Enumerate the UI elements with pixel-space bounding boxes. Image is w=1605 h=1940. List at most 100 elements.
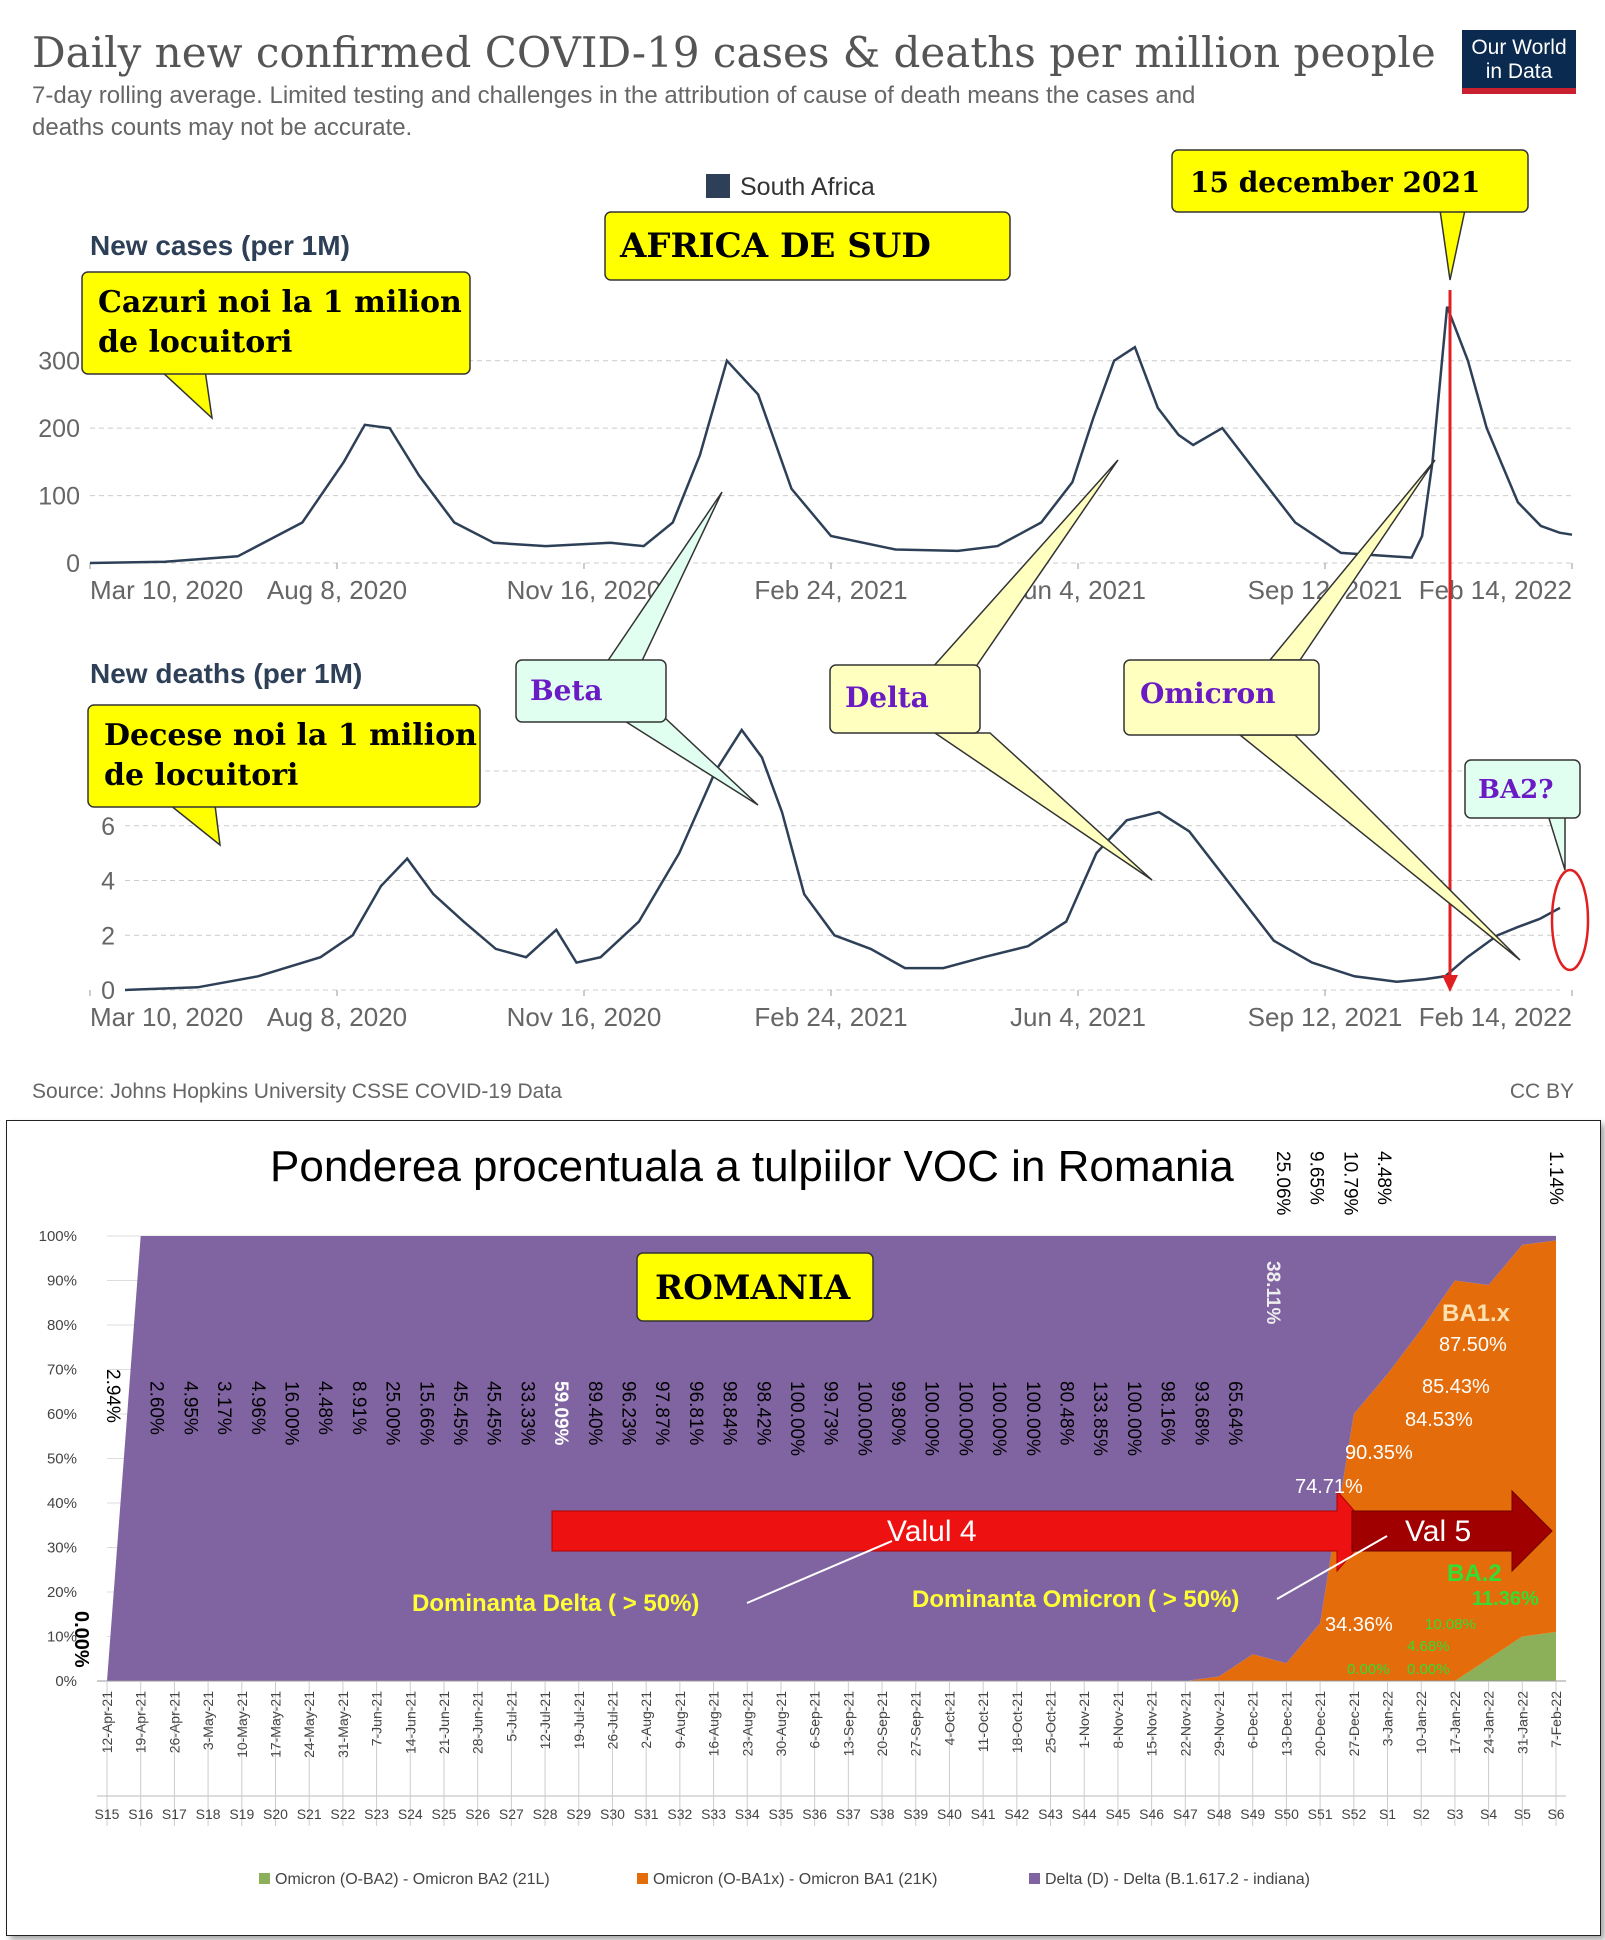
ro-x-tick-42: 31-Jan-22 bbox=[1514, 1691, 1530, 1754]
ro-week-21: S36 bbox=[802, 1806, 827, 1822]
ro-x-tick-34: 6-Dec-21 bbox=[1245, 1691, 1261, 1749]
romania-chart-title: Ponderea procentuala a tulpiilor VOC in … bbox=[270, 1142, 1234, 1191]
ro-x-tick-6: 24-May-21 bbox=[301, 1691, 317, 1758]
legend-ba2-swatch bbox=[259, 1873, 270, 1884]
ro-week-6: S21 bbox=[297, 1806, 322, 1822]
ro-week-22: S37 bbox=[836, 1806, 861, 1822]
beta-label: Beta bbox=[530, 674, 603, 707]
omicron-pct-6: 34.36% bbox=[1325, 1614, 1393, 1636]
cases-callout-line1: Cazuri noi la 1 milion bbox=[98, 285, 462, 320]
romania-column-labels: 2.94% 2.60% 4.95% 3.17% 4.96% 16.00% 4.48% 8.91… bbox=[102, 1151, 1566, 1456]
beta-tail-down bbox=[617, 717, 759, 806]
delta-tail-up bbox=[930, 459, 1119, 669]
ro-x-tick-21: 6-Sep-21 bbox=[807, 1691, 823, 1749]
ro-week-25: S40 bbox=[937, 1806, 962, 1822]
ro-col-label-19: 98.42% bbox=[752, 1381, 773, 1446]
ro-week-12: S27 bbox=[499, 1806, 524, 1822]
val5-arrow bbox=[1351, 1489, 1553, 1573]
cases-y-tick-0: 0 bbox=[66, 550, 80, 578]
ro-week-34: S49 bbox=[1240, 1806, 1265, 1822]
omicron-tail-up bbox=[1268, 459, 1436, 661]
ro-x-tick-41: 24-Jan-22 bbox=[1481, 1691, 1497, 1754]
deaths-x-tick-6: Feb 14, 2022 bbox=[1419, 1002, 1572, 1032]
ro-week-19: S34 bbox=[735, 1806, 760, 1822]
ro-col-label-14: 89.40% bbox=[584, 1381, 605, 1446]
ro-col-label-38: 4.48% bbox=[1373, 1151, 1394, 1205]
ro-y-tick-6: 60% bbox=[47, 1406, 77, 1423]
ro-week-7: S22 bbox=[330, 1806, 355, 1822]
ro-x-tick-36: 20-Dec-21 bbox=[1312, 1691, 1328, 1757]
ro-x-tick-15: 26-Jul-21 bbox=[604, 1691, 620, 1750]
cases-x-tick-2: Nov 16, 2020 bbox=[507, 575, 662, 605]
africa-de-sud-box bbox=[604, 211, 1011, 281]
omicron-box bbox=[1123, 659, 1320, 736]
ba2-pct-2: 10.08% bbox=[1425, 1616, 1476, 1633]
omicron-label: Omicron bbox=[1140, 677, 1276, 710]
deaths-x-ticks: Mar 10, 2020 Aug 8, 2020 Nov 16, 2020 Feb 2… bbox=[89, 990, 1573, 1032]
chart-title: Daily new confirmed COVID-19 cases & dea… bbox=[32, 28, 1436, 77]
ro-x-tick-18: 16-Aug-21 bbox=[706, 1691, 722, 1757]
ba2-pct-1: 11.36% bbox=[1472, 1588, 1539, 1610]
ro-x-tick-9: 14-Jun-21 bbox=[402, 1691, 418, 1754]
deaths-x-tick-0: Mar 10, 2020 bbox=[90, 1002, 243, 1032]
ro-x-tick-26: 11-Oct-21 bbox=[975, 1691, 991, 1752]
ro-col-label-39: 1.14% bbox=[1545, 1151, 1566, 1205]
valul4-label: Valul 4 bbox=[887, 1515, 977, 1548]
ro-x-tick-2: 26-Apr-21 bbox=[166, 1691, 182, 1753]
ro-week-0: S15 bbox=[95, 1806, 120, 1822]
ro-col-label-7: 8.91% bbox=[348, 1381, 369, 1435]
ro-week-16: S31 bbox=[634, 1806, 659, 1822]
ro-col-label-24: 100.00% bbox=[921, 1381, 942, 1456]
ro-week-1: S16 bbox=[128, 1806, 153, 1822]
ro-week-20: S35 bbox=[768, 1806, 793, 1822]
ro-col-label-18: 98.84% bbox=[719, 1381, 740, 1446]
romania-stacked-areas bbox=[107, 1236, 1556, 1681]
ro-col-label-28: 80.48% bbox=[1056, 1381, 1077, 1446]
cases-y-tick-1: 100 bbox=[38, 483, 80, 511]
ro-col-label-27: 100.00% bbox=[1022, 1381, 1043, 1456]
deaths-chart-title: New deaths (per 1M) bbox=[90, 658, 362, 689]
deaths-callout-tail bbox=[167, 804, 221, 847]
omicron-pct-3: 84.53% bbox=[1405, 1409, 1473, 1431]
ro-x-tick-0: 12-Apr-21 bbox=[99, 1691, 115, 1753]
ro-col-label-37: 10.79% bbox=[1339, 1151, 1360, 1216]
ro-col-label-32: 93.68% bbox=[1190, 1381, 1211, 1446]
val5-label: Val 5 bbox=[1405, 1515, 1471, 1548]
ba2-area-label: BA.2 bbox=[1447, 1560, 1502, 1587]
omicron-pct-4: 90.35% bbox=[1345, 1442, 1413, 1464]
ro-week-5: S20 bbox=[263, 1806, 288, 1822]
deaths-y-tick-2: 4 bbox=[101, 868, 115, 896]
ro-x-tick-23: 20-Sep-21 bbox=[874, 1691, 890, 1757]
deaths-x-tick-1: Aug 8, 2020 bbox=[267, 1002, 407, 1032]
romania-y-ticks: 0% 10% 20% 30% 40% 50% 60% 70% 80% 90% 100% bbox=[39, 1228, 77, 1690]
deaths-y-tick-1: 2 bbox=[101, 922, 115, 950]
ro-col-label-9: 15.66% bbox=[415, 1381, 436, 1446]
ba2-tail bbox=[1546, 814, 1566, 871]
ro-x-tick-25: 4-Oct-21 bbox=[941, 1691, 957, 1746]
ro-x-tick-38: 3-Jan-22 bbox=[1380, 1691, 1396, 1746]
legend-label: South Africa bbox=[740, 173, 875, 201]
ro-y-tick-0: 0% bbox=[55, 1673, 77, 1690]
cases-x-tick-0: Mar 10, 2020 bbox=[90, 575, 243, 605]
ro-x-tick-7: 31-May-21 bbox=[335, 1691, 351, 1758]
deaths-y-tick-3: 6 bbox=[101, 813, 115, 841]
ro-x-tick-32: 22-Nov-21 bbox=[1177, 1691, 1193, 1757]
cases-y-ticks: 0 100 200 300 bbox=[38, 348, 80, 578]
ro-week-36: S51 bbox=[1308, 1806, 1333, 1822]
ro-col-label-12: 33.33% bbox=[516, 1381, 537, 1446]
ro-x-tick-39: 10-Jan-22 bbox=[1413, 1691, 1429, 1754]
romania-x-ticks: 12-Apr-21 S15 19-Apr-21 S16 26-Apr-21 S17 3-Ma… bbox=[95, 1680, 1566, 1826]
ro-week-24: S39 bbox=[903, 1806, 928, 1822]
ro-col-label-20: 100.00% bbox=[786, 1381, 807, 1456]
ro-x-tick-31: 15-Nov-21 bbox=[1144, 1691, 1160, 1757]
omicron-pct-5: 74.71% bbox=[1295, 1476, 1363, 1498]
ro-x-tick-24: 27-Sep-21 bbox=[908, 1691, 924, 1757]
romania-label: ROMANIA bbox=[655, 1268, 851, 1308]
ro-col-label-3: 3.17% bbox=[213, 1381, 234, 1435]
ro-col-label-26: 100.00% bbox=[988, 1381, 1009, 1456]
ro-week-23: S38 bbox=[870, 1806, 895, 1822]
zero-pct-label: 0.00% bbox=[70, 1611, 92, 1668]
dec15-marker-arrowhead bbox=[1442, 975, 1458, 992]
delta-label: Delta bbox=[845, 681, 929, 714]
ro-week-32: S47 bbox=[1173, 1806, 1198, 1822]
